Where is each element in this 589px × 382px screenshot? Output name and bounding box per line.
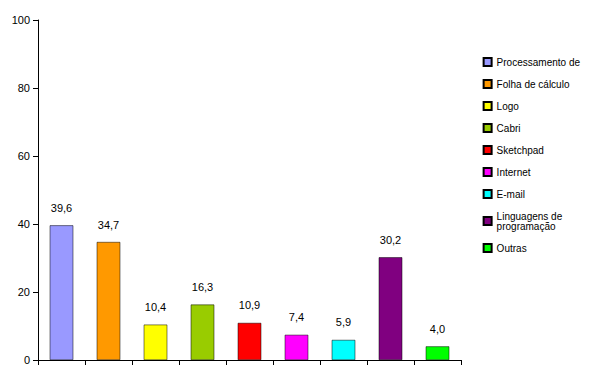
svg-text:0: 0 (24, 354, 30, 366)
svg-text:5,9: 5,9 (336, 316, 351, 328)
svg-text:40: 40 (18, 218, 30, 230)
svg-text:Sketchpad: Sketchpad (497, 145, 544, 156)
svg-text:60: 60 (18, 150, 30, 162)
svg-text:80: 80 (18, 82, 30, 94)
svg-text:20: 20 (18, 286, 30, 298)
svg-text:30,2: 30,2 (380, 234, 401, 246)
svg-text:10,4: 10,4 (145, 301, 166, 313)
svg-text:10,9: 10,9 (239, 299, 260, 311)
svg-text:4,0: 4,0 (430, 323, 445, 335)
svg-text:E-mail: E-mail (497, 189, 525, 200)
svg-text:Linguagens de: Linguagens de (496, 210, 563, 222)
svg-text:39,6: 39,6 (51, 202, 72, 214)
svg-text:7,4: 7,4 (289, 311, 304, 323)
svg-text:Internet: Internet (497, 167, 531, 178)
svg-text:Cabri: Cabri (497, 123, 521, 134)
svg-text:34,7: 34,7 (98, 219, 119, 231)
svg-text:programação: programação (497, 221, 556, 232)
svg-text:Outras: Outras (497, 243, 527, 254)
svg-text:Logo: Logo (497, 101, 520, 112)
svg-text:Processamento de: Processamento de (497, 57, 581, 68)
svg-text:16,3: 16,3 (192, 281, 213, 293)
svg-text:Folha de cálculo: Folha de cálculo (497, 79, 570, 90)
svg-text:100: 100 (12, 14, 30, 26)
